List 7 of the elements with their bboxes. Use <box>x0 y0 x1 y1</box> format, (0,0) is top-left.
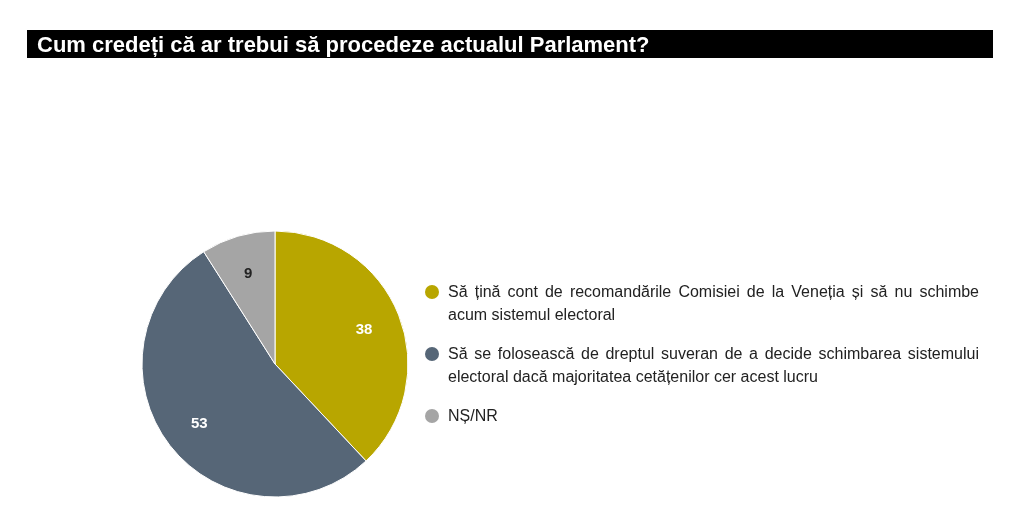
legend-label: NȘ/NR <box>448 406 498 426</box>
data-label: 9 <box>244 263 253 281</box>
legend-label: Să țină cont de recomandările Comisiei de la Veneția și să nu schimbe acum sistemul electoral <box>448 282 979 325</box>
data-label: 53 <box>190 414 208 432</box>
data-label: 38 <box>355 320 373 338</box>
legend-label: Să se folosească de dreptul suveran de a decide schimbarea sistemului electoral dacă majoritatea cetățenilor cer acest lucru <box>448 344 979 387</box>
chart-title: Cum credeți că ar trebui să procedeze actualul Parlament? <box>37 32 650 57</box>
